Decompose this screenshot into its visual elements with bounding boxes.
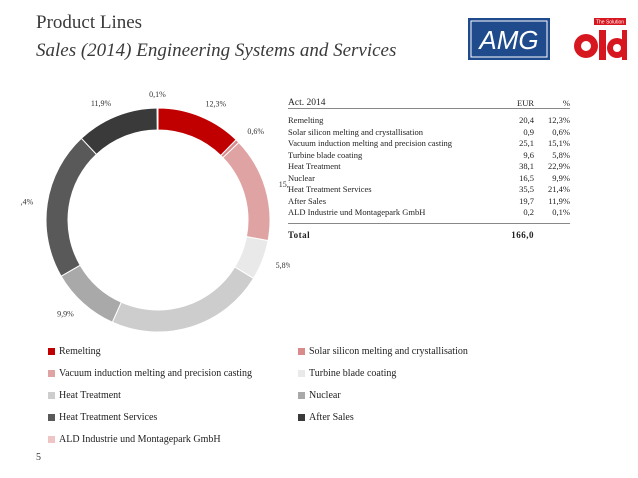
- donut-slice: [45, 137, 98, 277]
- legend-swatch: [298, 348, 305, 355]
- table-total-label: Total: [288, 229, 311, 240]
- table-row: Remelting 20,4 12,3%: [288, 115, 570, 127]
- table-cell-pct: 21,4%: [548, 184, 570, 194]
- legend-swatch: [48, 392, 55, 399]
- slice-label: 5,8%: [276, 261, 290, 270]
- table-cell-pct: 5,8%: [552, 149, 570, 160]
- slice-label: 22,9%: [185, 336, 206, 338]
- table-row: Solar silicon melting and crystallisatio…: [288, 127, 570, 139]
- slice-label: 15,1%: [279, 180, 290, 189]
- table-cell-name: ALD Industrie und Montagepark GmbH: [288, 207, 426, 217]
- table-body: Remelting 20,4 12,3% Solar silicon melting …: [288, 109, 570, 224]
- table-row: ALD Industrie und Montagepark GmbH 0,2 0,1…: [288, 207, 570, 219]
- legend-swatch: [48, 370, 55, 377]
- donut-slice: [157, 107, 237, 157]
- table-cell-name: After Sales: [288, 195, 327, 206]
- donut-slice: [222, 141, 271, 242]
- table-row: Nuclear 16,5 9,9%: [288, 173, 570, 185]
- table-cell-pct: 11,9%: [548, 195, 570, 206]
- legend-label: Remelting: [59, 346, 101, 357]
- slice-label: 0,6%: [247, 127, 264, 136]
- table-total-pct: [534, 230, 570, 240]
- table-cell-eur: 0,2: [523, 207, 534, 217]
- donut-slice: [80, 107, 158, 156]
- legend-label: Heat Treatment Services: [59, 412, 158, 423]
- legend-item: Heat Treatment: [48, 390, 121, 401]
- table-cell-pct: 12,3%: [548, 115, 570, 125]
- table-cell-name: Heat Treatment: [288, 161, 341, 171]
- legend-label: Nuclear: [309, 390, 341, 401]
- page-subtitle: Sales (2014) Engineering Systems and Ser…: [36, 40, 397, 61]
- legend-label: Solar silicon melting and crystallisatio…: [309, 346, 468, 357]
- legend-label: After Sales: [309, 412, 354, 423]
- legend-swatch: [298, 370, 305, 377]
- table-cell-pct: 0,1%: [552, 207, 570, 217]
- ald-logo: The Solution: [574, 18, 627, 60]
- legend-swatch: [48, 414, 55, 421]
- table-cell-name: Turbine blade coating: [288, 149, 363, 160]
- legend-label: Heat Treatment: [59, 390, 121, 401]
- amg-logo: AMG: [468, 18, 550, 60]
- table-row: Heat Treatment 38,1 22,9%: [288, 161, 570, 173]
- slice-label: 0,1%: [149, 90, 166, 99]
- table-row: After Sales 19,7 11,9%: [288, 196, 570, 208]
- donut-slice: [111, 266, 255, 333]
- legend-item: Solar silicon melting and crystallisatio…: [298, 346, 468, 357]
- table-cell-eur: 25,1: [519, 138, 534, 148]
- donut-chart-svg: 12,3% 0,6% 15,1% 5,8% 22,9% 9,9% 21,4% 11,9% 0,1…: [13, 90, 300, 345]
- table-total-value: 166,0: [511, 229, 534, 240]
- legend-swatch: [48, 348, 55, 355]
- ald-tagline: The Solution: [596, 20, 624, 26]
- legend-label: ALD Industrie und Montagepark GmbH: [59, 434, 221, 445]
- table-cell-eur: 19,7: [519, 195, 534, 206]
- legend-label: Vacuum induction melting and precision c…: [59, 368, 253, 379]
- table-cell-pct: 22,9%: [548, 161, 570, 171]
- legend-item: Remelting: [48, 346, 101, 357]
- table-cell-eur: 16,5: [519, 172, 534, 183]
- table-total-row: Total 166,0: [288, 224, 570, 240]
- legend-item: ALD Industrie und Montagepark GmbH: [48, 434, 221, 445]
- amg-logo-text: AMG: [477, 25, 538, 55]
- sales-table: Act. 2014 EUR % Remelting 20,4 12,3% Solar …: [288, 92, 570, 240]
- table-cell-pct: 9,9%: [552, 172, 570, 183]
- table-cell-eur: 0,9: [523, 126, 534, 137]
- table-cell-name: Vacuum induction melting and precision c…: [288, 138, 453, 148]
- table-header-pct: %: [562, 98, 570, 108]
- table-cell-eur: 9,6: [523, 149, 534, 160]
- slice-label: 12,3%: [205, 99, 226, 108]
- legend-item: Vacuum induction melting and precision c…: [48, 368, 252, 379]
- page-number: 5: [36, 452, 41, 463]
- donut-slice: [156, 107, 159, 131]
- legend-swatch: [298, 414, 305, 421]
- table-header-label: Act. 2014: [288, 98, 326, 108]
- legend-item: Nuclear: [298, 390, 341, 401]
- table-row: Vacuum induction melting and precision c…: [288, 138, 570, 150]
- table-cell-eur: 35,5: [519, 184, 534, 194]
- legend-swatch: [298, 392, 305, 399]
- table-cell-pct: 0,6%: [552, 126, 570, 137]
- table-cell-name: Nuclear: [288, 172, 315, 183]
- table-row: Heat Treatment Services 35,5 21,4%: [288, 184, 570, 196]
- legend-swatch: [48, 436, 55, 443]
- table-row: Turbine blade coating 9,6 5,8%: [288, 150, 570, 162]
- slice-label: 21,4%: [20, 198, 34, 207]
- table-header: Act. 2014 EUR %: [288, 92, 570, 109]
- table-cell-eur: 20,4: [519, 115, 534, 125]
- slice-label: 9,9%: [57, 310, 74, 319]
- legend-item: After Sales: [298, 412, 354, 423]
- table-cell-pct: 15,1%: [548, 138, 570, 148]
- legend-item: Heat Treatment Services: [48, 412, 157, 423]
- donut-chart: 12,3% 0,6% 15,1% 5,8% 22,9% 9,9% 21,4% 11,9% 0,1…: [13, 88, 300, 345]
- table-cell-name: Heat Treatment Services: [288, 184, 372, 194]
- legend-item: Turbine blade coating: [298, 368, 396, 379]
- table-cell-name: Solar silicon melting and crystallisatio…: [288, 126, 424, 137]
- legend-label: Turbine blade coating: [309, 368, 397, 379]
- table-header-eur: EUR: [517, 98, 534, 108]
- slice-label: 11,9%: [91, 99, 112, 108]
- table-cell-eur: 38,1: [519, 161, 534, 171]
- page-title: Product Lines: [36, 12, 143, 33]
- table-cell-name: Remelting: [288, 115, 324, 125]
